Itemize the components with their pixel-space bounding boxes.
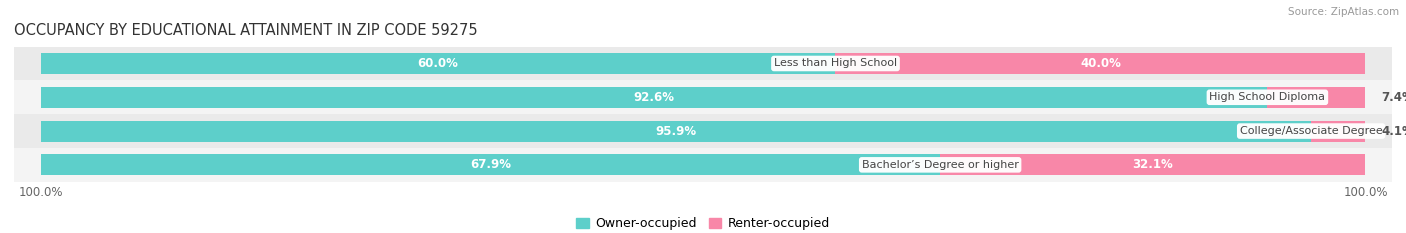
Text: Source: ZipAtlas.com: Source: ZipAtlas.com bbox=[1288, 7, 1399, 17]
Bar bbox=[941, 154, 1365, 175]
Text: 32.1%: 32.1% bbox=[1132, 158, 1173, 171]
Text: 4.1%: 4.1% bbox=[1381, 125, 1406, 137]
Bar bbox=[835, 53, 1365, 74]
Text: College/Associate Degree: College/Associate Degree bbox=[1240, 126, 1382, 136]
Bar bbox=[1267, 87, 1365, 108]
Text: 7.4%: 7.4% bbox=[1381, 91, 1406, 104]
Bar bbox=[1312, 121, 1365, 141]
Bar bbox=[41, 53, 835, 74]
Bar bbox=[41, 154, 941, 175]
Bar bbox=[41, 121, 1312, 141]
Bar bbox=[14, 47, 1392, 80]
Bar bbox=[14, 148, 1392, 182]
Text: 92.6%: 92.6% bbox=[634, 91, 675, 104]
Text: 67.9%: 67.9% bbox=[470, 158, 510, 171]
Bar bbox=[14, 80, 1392, 114]
Text: 95.9%: 95.9% bbox=[655, 125, 696, 137]
Legend: Owner-occupied, Renter-occupied: Owner-occupied, Renter-occupied bbox=[571, 212, 835, 233]
Bar bbox=[41, 87, 1267, 108]
Text: Less than High School: Less than High School bbox=[773, 58, 897, 69]
Text: OCCUPANCY BY EDUCATIONAL ATTAINMENT IN ZIP CODE 59275: OCCUPANCY BY EDUCATIONAL ATTAINMENT IN Z… bbox=[14, 24, 478, 38]
Text: 40.0%: 40.0% bbox=[1080, 57, 1121, 70]
Text: Bachelor’s Degree or higher: Bachelor’s Degree or higher bbox=[862, 160, 1018, 170]
Text: 60.0%: 60.0% bbox=[418, 57, 458, 70]
Text: High School Diploma: High School Diploma bbox=[1209, 92, 1326, 102]
Bar bbox=[14, 114, 1392, 148]
